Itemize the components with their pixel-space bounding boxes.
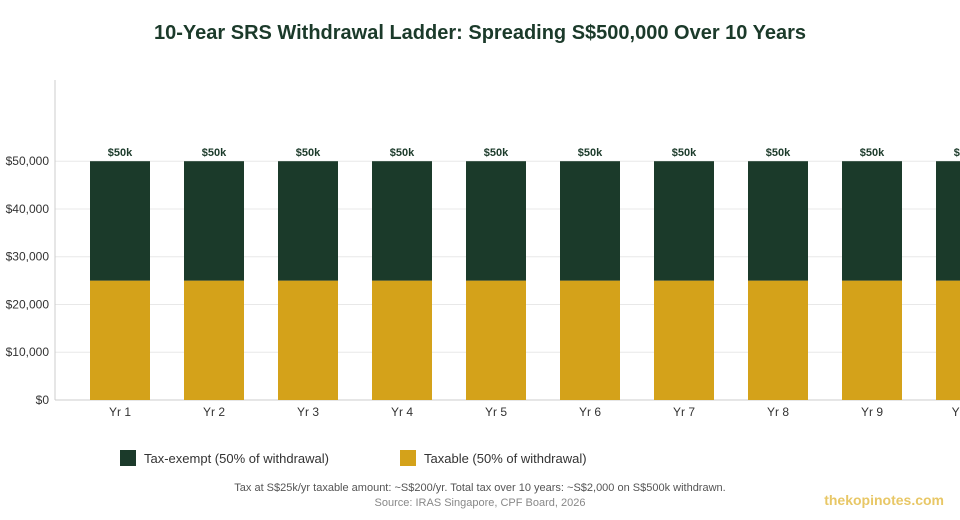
bar-segment-tax-exempt [936, 161, 960, 281]
bar-total-label: $50k [108, 147, 133, 159]
legend-swatch-taxable [400, 450, 416, 466]
x-tick-label: Yr 1 [109, 405, 131, 419]
x-tick-label: Yr 6 [579, 405, 601, 419]
x-tick-label: Yr 5 [485, 405, 507, 419]
bar-segment-tax-exempt [842, 161, 902, 281]
x-tick-label: Yr 9 [861, 405, 883, 419]
bar-segment-taxable [278, 280, 338, 400]
bar-segment-tax-exempt [278, 161, 338, 281]
x-tick-label: Yr 10 [952, 405, 960, 419]
legend-label-taxable: Taxable (50% of withdrawal) [424, 450, 587, 466]
y-tick-label: $20,000 [6, 297, 50, 311]
bar-segment-taxable [184, 280, 244, 400]
bar-total-label: $50k [860, 147, 885, 159]
x-tick-label: Yr 2 [203, 405, 225, 419]
y-tick-label: $30,000 [6, 250, 50, 264]
bar-segment-taxable [748, 280, 808, 400]
brand-watermark[interactable]: thekopinotes.com [824, 492, 944, 508]
bar-total-label: $50k [296, 147, 321, 159]
bar-layer [90, 161, 960, 400]
bar-total-label: $50k [202, 147, 227, 159]
legend-item-taxable: Taxable (50% of withdrawal) [400, 450, 587, 466]
legend-label-tax-exempt: Tax-exempt (50% of withdrawal) [144, 450, 329, 466]
bar-segment-tax-exempt [466, 161, 526, 281]
y-tick-label: $40,000 [6, 202, 50, 216]
bar-total-label: $50k [484, 147, 509, 159]
bar-segment-tax-exempt [372, 161, 432, 281]
x-tick-label: Yr 8 [767, 405, 789, 419]
y-tick-label: $50,000 [6, 154, 50, 168]
bar-segment-taxable [654, 280, 714, 400]
bar-segment-taxable [560, 280, 620, 400]
stacked-bar-chart: $0 $10,000 $20,000 $30,000 $40,000 $50,000 Yr … [6, 80, 960, 419]
chart-title: 10-Year SRS Withdrawal Ladder: Spreading… [154, 22, 806, 44]
bar-segment-taxable [842, 280, 902, 400]
bar-segment-tax-exempt [90, 161, 150, 281]
bar-total-label: $50k [578, 147, 603, 159]
x-tick-label: Yr 7 [673, 405, 695, 419]
bar-segment-taxable [466, 280, 526, 400]
x-tick-label: Yr 3 [297, 405, 319, 419]
legend-swatch-tax-exempt [120, 450, 136, 466]
legend: Tax-exempt (50% of withdrawal) Taxable (… [0, 450, 960, 470]
label-layer: $50k $50k $50k $50k $50k $50k $50k $50k $50k $50k [108, 147, 960, 159]
bar-total-label: $50k [766, 147, 791, 159]
bar-total-label: $50k [672, 147, 697, 159]
bar-segment-tax-exempt [560, 161, 620, 281]
bar-segment-tax-exempt [748, 161, 808, 281]
y-tick-label: $10,000 [6, 345, 50, 359]
bar-segment-taxable [90, 280, 150, 400]
legend-item-tax-exempt: Tax-exempt (50% of withdrawal) [120, 450, 329, 466]
bar-total-label: $50k [954, 147, 960, 159]
footnote: Tax at S$25k/yr taxable amount: ~S$200/y… [234, 482, 726, 494]
bar-segment-taxable [936, 280, 960, 400]
bar-total-label: $50k [390, 147, 415, 159]
bar-segment-tax-exempt [654, 161, 714, 281]
y-tick-label: $0 [36, 393, 50, 407]
source-note: Source: IRAS Singapore, CPF Board, 2026 [374, 497, 586, 509]
x-tick-label: Yr 4 [391, 405, 413, 419]
bar-segment-taxable [372, 280, 432, 400]
bar-segment-tax-exempt [184, 161, 244, 281]
